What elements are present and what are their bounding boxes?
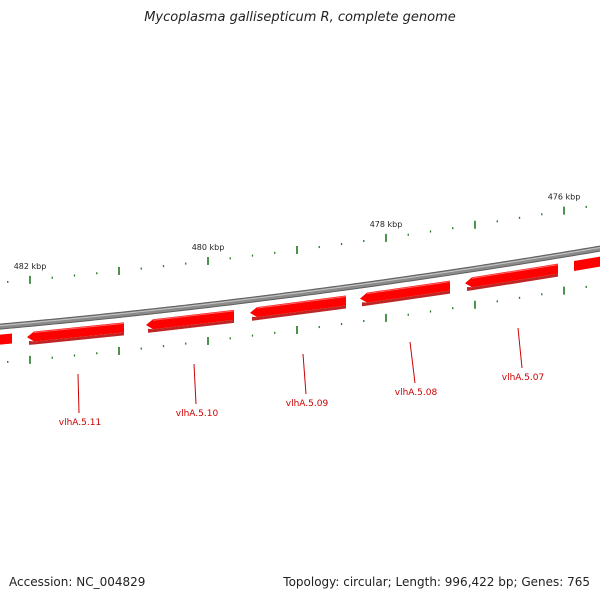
backbone-edge xyxy=(0,245,600,330)
map-title: Mycoplasma gallisepticum R, complete gen… xyxy=(144,10,456,25)
gene-label: vlhA.5.08 xyxy=(395,388,438,398)
gene-layer xyxy=(0,256,600,414)
gene-label-leader xyxy=(193,363,197,405)
accession-label: Accession: NC_004829 xyxy=(9,575,146,589)
gene-label: vlhA.5.09 xyxy=(286,399,329,409)
gene-arrow-highlight xyxy=(256,296,347,309)
gene-arrow-shadow xyxy=(29,332,124,345)
genome-summary: Topology: circular; Length: 996,422 bp; … xyxy=(283,575,590,589)
tick-label: 478 kbp xyxy=(370,220,403,229)
gene-arrow-highlight xyxy=(366,281,451,295)
gene-label-leader xyxy=(77,373,80,414)
backbone-ring xyxy=(0,246,600,329)
gene-arrow-shadow xyxy=(467,273,558,291)
gene-arrow-highlight xyxy=(33,322,125,333)
outer-tick-ring xyxy=(7,205,587,284)
gene-label-leader xyxy=(517,327,523,369)
gene-arrow-shadow xyxy=(252,305,346,321)
gene-label: vlhA.5.07 xyxy=(502,373,544,383)
gene-label-leader xyxy=(302,353,307,395)
gene-arrow-partial-right xyxy=(574,256,600,271)
gene-arrow-highlight xyxy=(152,310,235,321)
gene-arrow xyxy=(146,309,234,330)
gene-arrow xyxy=(250,295,346,318)
tick-label: 480 kbp xyxy=(192,243,225,252)
gene-label: vlhA.5.11 xyxy=(59,418,101,428)
tick-label: 476 kbp xyxy=(548,193,581,202)
inner-tick-ring xyxy=(7,285,587,364)
backbone-highlight xyxy=(0,247,600,327)
backbone-layer xyxy=(0,245,600,330)
gene-label-leader xyxy=(409,341,416,384)
gene-arrow xyxy=(27,322,124,342)
gene-arrow-shadow xyxy=(148,319,234,333)
tick-label: 482 kbp xyxy=(14,262,47,271)
gene-arrow xyxy=(465,263,558,288)
gene-arrow-shadow xyxy=(362,290,450,307)
gene-label: vlhA.5.10 xyxy=(176,409,219,419)
gene-arrow-partial-left xyxy=(0,333,12,345)
gene-arrow-highlight xyxy=(471,264,559,279)
gene-arrow xyxy=(360,280,450,303)
